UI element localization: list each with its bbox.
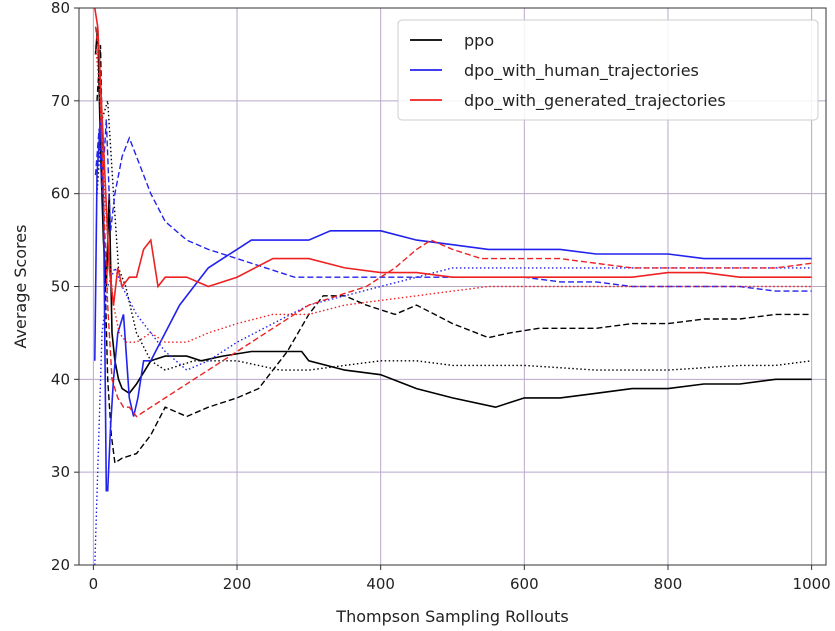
legend-entry: ppo [464, 31, 494, 50]
y-tick-label: 80 [51, 0, 70, 17]
series-line-7 [94, 26, 812, 418]
y-tick-label: 50 [51, 278, 70, 296]
x-tick-label: 400 [366, 575, 395, 593]
y-tick-label: 60 [51, 185, 70, 203]
y-axis-label: Average Scores [11, 225, 30, 349]
series-line-6 [94, 8, 812, 306]
series-line-2 [96, 100, 812, 371]
y-tick-label: 30 [51, 463, 70, 481]
series-line-4 [94, 119, 812, 292]
y-tick-label: 70 [51, 92, 70, 110]
series-line-3 [94, 119, 812, 492]
x-tick-label: 200 [223, 575, 252, 593]
y-tick-label: 20 [51, 556, 70, 574]
y-tick-label: 40 [51, 370, 70, 388]
legend-entry: dpo_with_generated_trajectories [464, 91, 726, 111]
legend-box [397, 19, 819, 121]
series-line-8 [94, 45, 812, 343]
x-tick-label: 1000 [793, 575, 831, 593]
x-tick-label: 0 [89, 575, 99, 593]
axis-ticks: 0 200 400 600 800 1000 20 30 40 50 60 70 80 [51, 0, 831, 593]
plot-area [94, 8, 812, 565]
x-tick-label: 800 [654, 575, 683, 593]
series-line-1 [96, 45, 812, 465]
legend: ppo dpo_with_human_trajectories dpo_with_g… [397, 19, 819, 121]
legend-entry: dpo_with_human_trajectories [464, 61, 699, 81]
series-line-0 [94, 26, 812, 409]
x-axis-label: Thompson Sampling Rollouts [335, 607, 568, 626]
series-line-5 [94, 265, 812, 565]
x-tick-label: 600 [510, 575, 539, 593]
